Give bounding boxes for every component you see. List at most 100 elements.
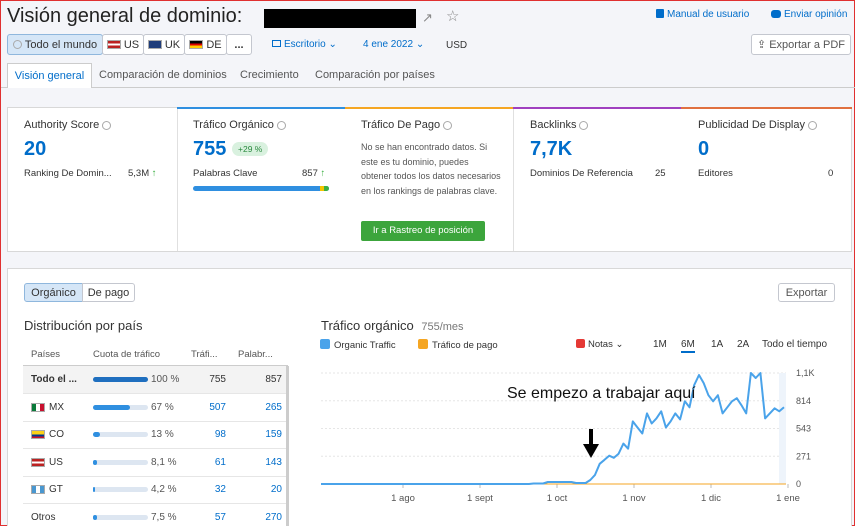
tab-domain-comparison[interactable]: Comparación de dominios [99, 69, 227, 81]
table-scrollbar[interactable] [286, 366, 289, 526]
keywords-value[interactable]: 857 ↑ [302, 168, 325, 179]
notes-label: Notas [588, 339, 613, 350]
info-icon[interactable] [276, 120, 286, 130]
info-icon[interactable] [579, 120, 589, 130]
table-row[interactable]: MX 67 % 507 265 [23, 394, 288, 422]
legend-paid-label: Tráfico de pago [432, 340, 498, 351]
more-countries-button[interactable]: ... [226, 34, 252, 55]
filter-all-label: Todo el mundo [24, 38, 98, 51]
col-share[interactable]: Cuota de tráfico [93, 349, 161, 360]
organic-value[interactable]: 755 [193, 138, 227, 160]
info-icon[interactable] [443, 120, 453, 130]
domain-rank-label: Ranking De Domin... [24, 168, 112, 179]
position-tracking-button[interactable]: Ir a Rastreo de posición [361, 221, 485, 241]
authority-value[interactable]: 20 [24, 138, 47, 160]
desktop-icon [272, 40, 281, 47]
x-tick-label: 1 oct [547, 493, 568, 504]
table-row[interactable]: CO 13 % 98 159 [23, 421, 288, 449]
external-link-icon[interactable]: ↗ [422, 10, 433, 25]
range-1a[interactable]: 1A [711, 339, 724, 350]
de-flag-icon [189, 40, 204, 49]
export-button[interactable]: Exportar [778, 283, 835, 302]
device-select[interactable]: Escritorio ⌄ [272, 39, 337, 50]
toggle-organic[interactable]: Orgánico [24, 283, 83, 302]
keywords-value[interactable]: 265 [265, 401, 282, 413]
country-name: MX [49, 401, 64, 413]
share-bar [93, 459, 148, 465]
user-manual-link[interactable]: Manual de usuario [656, 9, 749, 20]
legend-paid[interactable]: Tráfico de pago [418, 339, 498, 351]
info-icon[interactable] [808, 120, 817, 130]
traffic-value[interactable]: 57 [214, 511, 226, 523]
publishers-value[interactable]: 0 [828, 168, 834, 179]
card-paid-accent [345, 107, 513, 109]
col-country[interactable]: Países [31, 349, 61, 360]
tab-country-comparison[interactable]: Comparación por países [315, 69, 435, 81]
table-row[interactable]: Todo el ... 100 % 755 857 [23, 366, 288, 394]
authority-title: Authority Score [24, 119, 112, 131]
share-bar-fill [93, 487, 96, 492]
star-icon[interactable]: ☆ [446, 8, 460, 25]
y-tick-label: 543 [796, 424, 811, 434]
col-keywords[interactable]: Palabr... [238, 349, 273, 360]
feedback-link[interactable]: Enviar opinión [771, 9, 847, 20]
tab-overview[interactable]: Visión general [7, 63, 92, 88]
toggle-paid[interactable]: De pago [82, 283, 135, 302]
range-1m[interactable]: 1M [653, 339, 667, 350]
filter-country-label: US [123, 38, 140, 51]
display-title-text: Publicidad De Display [698, 119, 805, 131]
table-row[interactable]: GT 4,2 % 32 20 [23, 476, 288, 504]
info-icon[interactable] [102, 120, 112, 130]
annotation-arrowhead [583, 444, 599, 458]
export-pdf-button[interactable]: ⇪ Exportar a PDF [751, 34, 851, 55]
us-flag-icon [106, 40, 121, 49]
domain-rank-value[interactable]: 5,3M ↑ [128, 168, 157, 179]
filter-country-label: DE [206, 38, 222, 51]
traffic-value[interactable]: 32 [214, 484, 226, 495]
range-all-time[interactable]: Todo el tiempo [762, 339, 828, 350]
legend-organic[interactable]: Organic Traffic [320, 339, 396, 351]
traffic-value[interactable]: 507 [209, 401, 226, 413]
authority-title-text: Authority Score [24, 119, 100, 131]
filter-country-uk[interactable]: UK [143, 34, 185, 55]
filter-country-de[interactable]: DE [184, 34, 227, 55]
filter-country-us[interactable]: US [102, 34, 144, 55]
keywords-value[interactable]: 159 [265, 429, 282, 440]
display-value[interactable]: 0 [698, 138, 710, 160]
traffic-chart[interactable]: 1,1K 814 543 271 0 1 ago 1 sept 1 oct 1 nov 1 dic… [301, 361, 841, 511]
country-name: Otros [31, 511, 56, 523]
organic-traffic-line [321, 372, 785, 485]
y-tick-label: 814 [796, 396, 811, 406]
share-bar-fill [93, 459, 98, 465]
table-row[interactable]: Otros 7,5 % 57 270 [23, 504, 288, 526]
traffic-chart-title: Tráfico orgánico 755/mes [321, 318, 464, 333]
date-select[interactable]: 4 ene 2022 ⌄ [363, 39, 424, 50]
filter-all-world[interactable]: Todo el mundo [7, 34, 103, 55]
organic-title-text: Tráfico Orgánico [193, 119, 274, 131]
tabs-bar [1, 62, 855, 88]
keywords-value[interactable]: 20 [270, 484, 282, 495]
country-name: CO [49, 429, 64, 440]
keywords-value[interactable]: 270 [265, 511, 282, 523]
keywords-number: 857 [302, 168, 318, 179]
backlinks-value[interactable]: 7,7K [530, 138, 573, 160]
referring-domains-value[interactable]: 25 [655, 168, 666, 179]
tab-growth[interactable]: Crecimiento [240, 69, 299, 81]
range-6m[interactable]: 6M [681, 339, 695, 353]
user-manual-label: Manual de usuario [667, 9, 750, 20]
traffic-chart-subtitle: 755/mes [421, 321, 464, 333]
col-traffic[interactable]: Tráfi... [191, 349, 218, 360]
distribution-title: Distribución por país [24, 318, 143, 333]
us-flag-icon [31, 457, 45, 467]
keywords-value[interactable]: 143 [265, 456, 282, 468]
domain-rank-number: 5,3M [128, 168, 150, 179]
range-2a[interactable]: 2A [737, 339, 750, 350]
table-row[interactable]: US 8,1 % 61 143 [23, 449, 288, 477]
traffic-value[interactable]: 61 [214, 456, 226, 468]
y-tick-label: 271 [796, 451, 811, 461]
publishers-label: Editores [698, 168, 733, 179]
display-title: Publicidad De Display [698, 119, 817, 131]
traffic-value[interactable]: 98 [214, 429, 226, 440]
note-icon [576, 339, 585, 348]
notes-select[interactable]: Notas ⌄ [576, 339, 623, 350]
